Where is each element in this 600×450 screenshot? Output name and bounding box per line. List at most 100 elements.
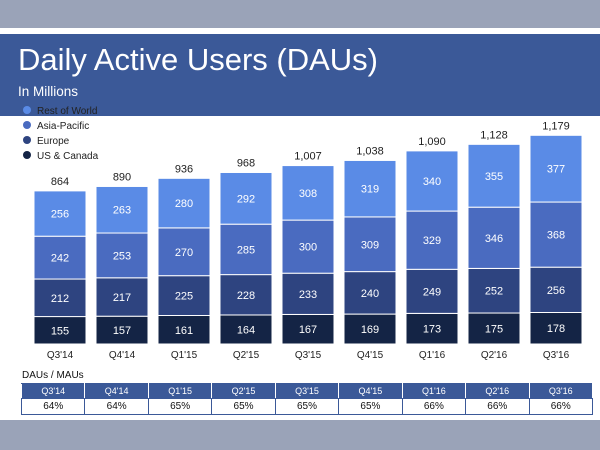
data-label: 292 [237,193,255,205]
data-label: 308 [299,188,317,200]
bar-segment [529,311,583,345]
total-label: 1,179 [542,120,570,132]
bar-segment [281,219,335,274]
table-percent-cell: 65% [274,398,340,415]
dau-mau-table: Q3'14 Q4'14 Q1'15 Q2'15 Q3'15 Q4'15 Q1'16 Q2'16… [20,383,593,415]
bar-segment [343,159,397,218]
total-label: 936 [175,163,193,175]
table-quarter-cell: Q3'14 [20,383,86,399]
legend-marker [23,151,31,159]
bar-segment [405,210,459,270]
data-label: 167 [299,324,317,336]
total-label: 864 [51,176,69,188]
table-percent-cell: 66% [528,398,593,415]
legend-label: Asia-Pacific [37,121,89,132]
data-label: 309 [361,239,379,251]
table-quarter-cell: Q1'15 [147,383,213,399]
bar-segment [467,267,521,314]
data-label: 164 [237,324,255,336]
data-label: 256 [51,209,69,221]
table-quarter-cell: Q4'14 [84,383,149,399]
bar-segment [281,313,335,345]
slide: Daily Active Users (DAUs) In Millions 15… [0,28,600,420]
page-subtitle: In Millions [18,84,79,99]
data-label: 249 [423,286,441,298]
legend-label: Europe [37,136,70,147]
legend-marker [23,136,31,144]
table-percent-cell: 66% [465,398,530,415]
table-quarter-cell: Q4'15 [338,383,403,399]
x-tick-label: Q3'15 [295,350,322,361]
table-quarter-cell: Q2'15 [211,383,276,399]
bar-segment [343,271,397,315]
data-label: 270 [175,247,193,259]
table-quarter-cell: Q3'16 [528,383,593,399]
table-percent-cell: 64% [20,398,86,415]
bar-segment [95,232,149,279]
data-label: 285 [237,244,255,256]
bar-segment [95,277,149,317]
data-label: 319 [361,184,379,196]
bar-segment [281,165,335,221]
x-tick-label: Q1'15 [171,350,198,361]
data-label: 217 [113,292,131,304]
data-label: 228 [237,290,255,302]
legend-label: Rest of World [37,106,97,117]
bar-segment [33,316,87,345]
total-label: 890 [113,171,131,183]
table-quarter-cell: Q2'16 [465,383,530,399]
table-quarter-cell: Q3'15 [274,383,340,399]
table-percent-cell: 66% [401,398,467,415]
table-quarter-cell: Q1'16 [401,383,467,399]
bar-segment [157,177,211,229]
table-quarter-row: Q3'14 Q4'14 Q1'15 Q2'15 Q3'15 Q4'15 Q1'16 Q2'16… [20,383,593,399]
data-label: 161 [175,325,193,337]
data-label: 280 [175,198,193,210]
total-label: 1,128 [480,129,508,141]
x-tick-label: Q3'14 [47,350,74,361]
data-label: 155 [51,325,69,337]
data-label: 173 [423,324,441,336]
table-percent-cell: 65% [338,398,403,415]
bar-segment [157,227,211,277]
data-label: 300 [299,242,317,254]
data-label: 233 [299,289,317,301]
data-label: 240 [361,288,379,300]
data-label: 225 [175,291,193,303]
bar-segment [343,216,397,273]
bar-segment [219,314,273,345]
total-label: 1,007 [294,151,322,163]
x-tick-label: Q2'16 [481,350,508,361]
data-label: 368 [547,230,565,242]
data-label: 252 [485,286,503,298]
legend-label: US & Canada [37,151,99,162]
stacked-bar-chart: 155 212 242 256 864 Q3'14 157 217 253 263 890 Q4'14… [23,106,583,361]
bar-segment [33,190,87,237]
bar-segment [219,171,273,225]
bar-segment [467,143,521,208]
bar-segment [33,278,87,318]
bar-segment [281,272,335,315]
data-label: 253 [113,250,131,262]
total-label: 1,038 [356,145,384,157]
bar-segment [529,134,583,203]
data-label: 212 [51,293,69,305]
data-label: 175 [485,324,503,336]
bar-segment [529,201,583,268]
data-label: 263 [113,205,131,217]
total-label: 1,090 [418,136,446,148]
table-percent-cell: 65% [211,398,276,415]
bar-segment [157,315,211,345]
table-percent-cell: 65% [147,398,213,415]
bar-segment [95,185,149,234]
data-label: 169 [361,324,379,336]
data-label: 355 [485,171,503,183]
data-label: 256 [547,285,565,297]
total-label: 968 [237,157,255,169]
data-label: 157 [113,325,131,337]
data-label: 242 [51,253,69,265]
data-label: 329 [423,235,441,247]
bar-segment [467,206,521,269]
legend-marker [23,121,31,129]
data-label: 178 [547,323,565,335]
